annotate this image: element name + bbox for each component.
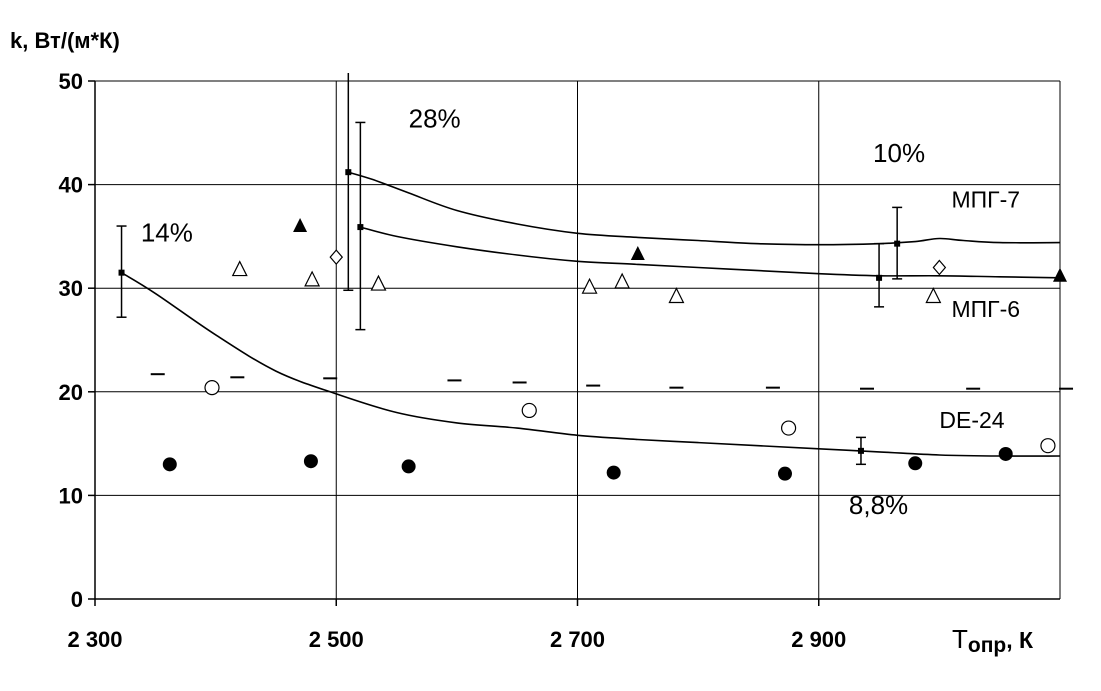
filled-circle-point — [162, 457, 177, 472]
open-diamond-point — [932, 259, 947, 276]
x-axis-title-main: T — [952, 624, 968, 654]
y-tick-label: 40 — [59, 173, 83, 198]
error-point — [857, 447, 864, 454]
x-axis-title-sub: опр — [968, 634, 1006, 657]
filled-circle-point — [777, 466, 792, 481]
filled-circle-point — [998, 446, 1013, 461]
open-triangle-point — [925, 287, 942, 304]
x-axis-title: Tопр, К — [952, 624, 1034, 657]
percent-annotation: 10% — [873, 138, 925, 168]
open-triangle-point — [581, 277, 598, 294]
open-triangle-point — [231, 260, 248, 277]
open-triangle-point — [304, 270, 321, 287]
y-tick-label: 10 — [59, 483, 83, 508]
error-point — [894, 240, 901, 247]
filled-triangle-point — [630, 246, 645, 261]
axes — [88, 80, 1060, 606]
filled-circle-point — [401, 459, 416, 474]
y-tick-labels: 0 10 20 30 40 50 — [59, 69, 83, 612]
filled-circle-point — [908, 456, 923, 471]
x-tick-label: 2 500 — [309, 627, 364, 652]
open-circle-point — [1040, 438, 1056, 454]
open-triangle-point — [614, 272, 631, 289]
y-axis-title: k, Вт/(м*К) — [10, 28, 120, 53]
y-tick-label: 20 — [59, 380, 83, 405]
y-tick-label: 30 — [59, 276, 83, 301]
filled-circle-point — [606, 465, 621, 480]
error-bars — [116, 73, 903, 466]
percent-annotation: 14% — [141, 218, 193, 248]
series-label: МПГ-6 — [951, 296, 1020, 322]
series-labels: МПГ-7 МПГ-6 DE-24 — [939, 186, 1020, 433]
curve-мпг-6 — [360, 226, 1061, 279]
open-circle-point — [521, 402, 537, 419]
filled-circle-point — [303, 454, 318, 469]
open-triangle-point — [668, 287, 685, 304]
percent-annotations: 14% 28% 10% 8,8% — [141, 104, 925, 520]
fit-curves — [121, 171, 1061, 457]
open-circle-point — [780, 420, 797, 436]
filled-triangle-point — [293, 218, 308, 233]
curve-de-24 — [121, 272, 1061, 457]
error-point — [357, 224, 364, 231]
x-axis-title-unit: , К — [1006, 627, 1034, 653]
y-tick-label: 50 — [59, 69, 83, 94]
x-tick-label: 2 700 — [550, 627, 605, 652]
x-tick-label: 2 300 — [67, 627, 122, 652]
y-tick-label: 0 — [71, 587, 83, 612]
error-point — [345, 169, 352, 176]
x-tick-labels: 2 300 2 500 2 700 2 900 — [67, 627, 846, 652]
curve-мпг-7 — [348, 171, 1061, 246]
series-label: МПГ-7 — [951, 186, 1020, 212]
open-diamond-point — [329, 249, 344, 266]
percent-annotation: 8,8% — [849, 490, 908, 520]
error-point — [118, 269, 125, 276]
open-circle-point — [204, 380, 220, 396]
series-label: DE-24 — [939, 407, 1004, 433]
x-tick-label: 2 900 — [791, 627, 846, 652]
open-triangle-point — [370, 274, 387, 291]
data-markers — [150, 218, 1074, 481]
percent-annotation: 28% — [409, 104, 461, 134]
grid-lines — [95, 80, 1061, 599]
filled-triangle-point — [1053, 267, 1067, 282]
error-point — [876, 274, 883, 281]
